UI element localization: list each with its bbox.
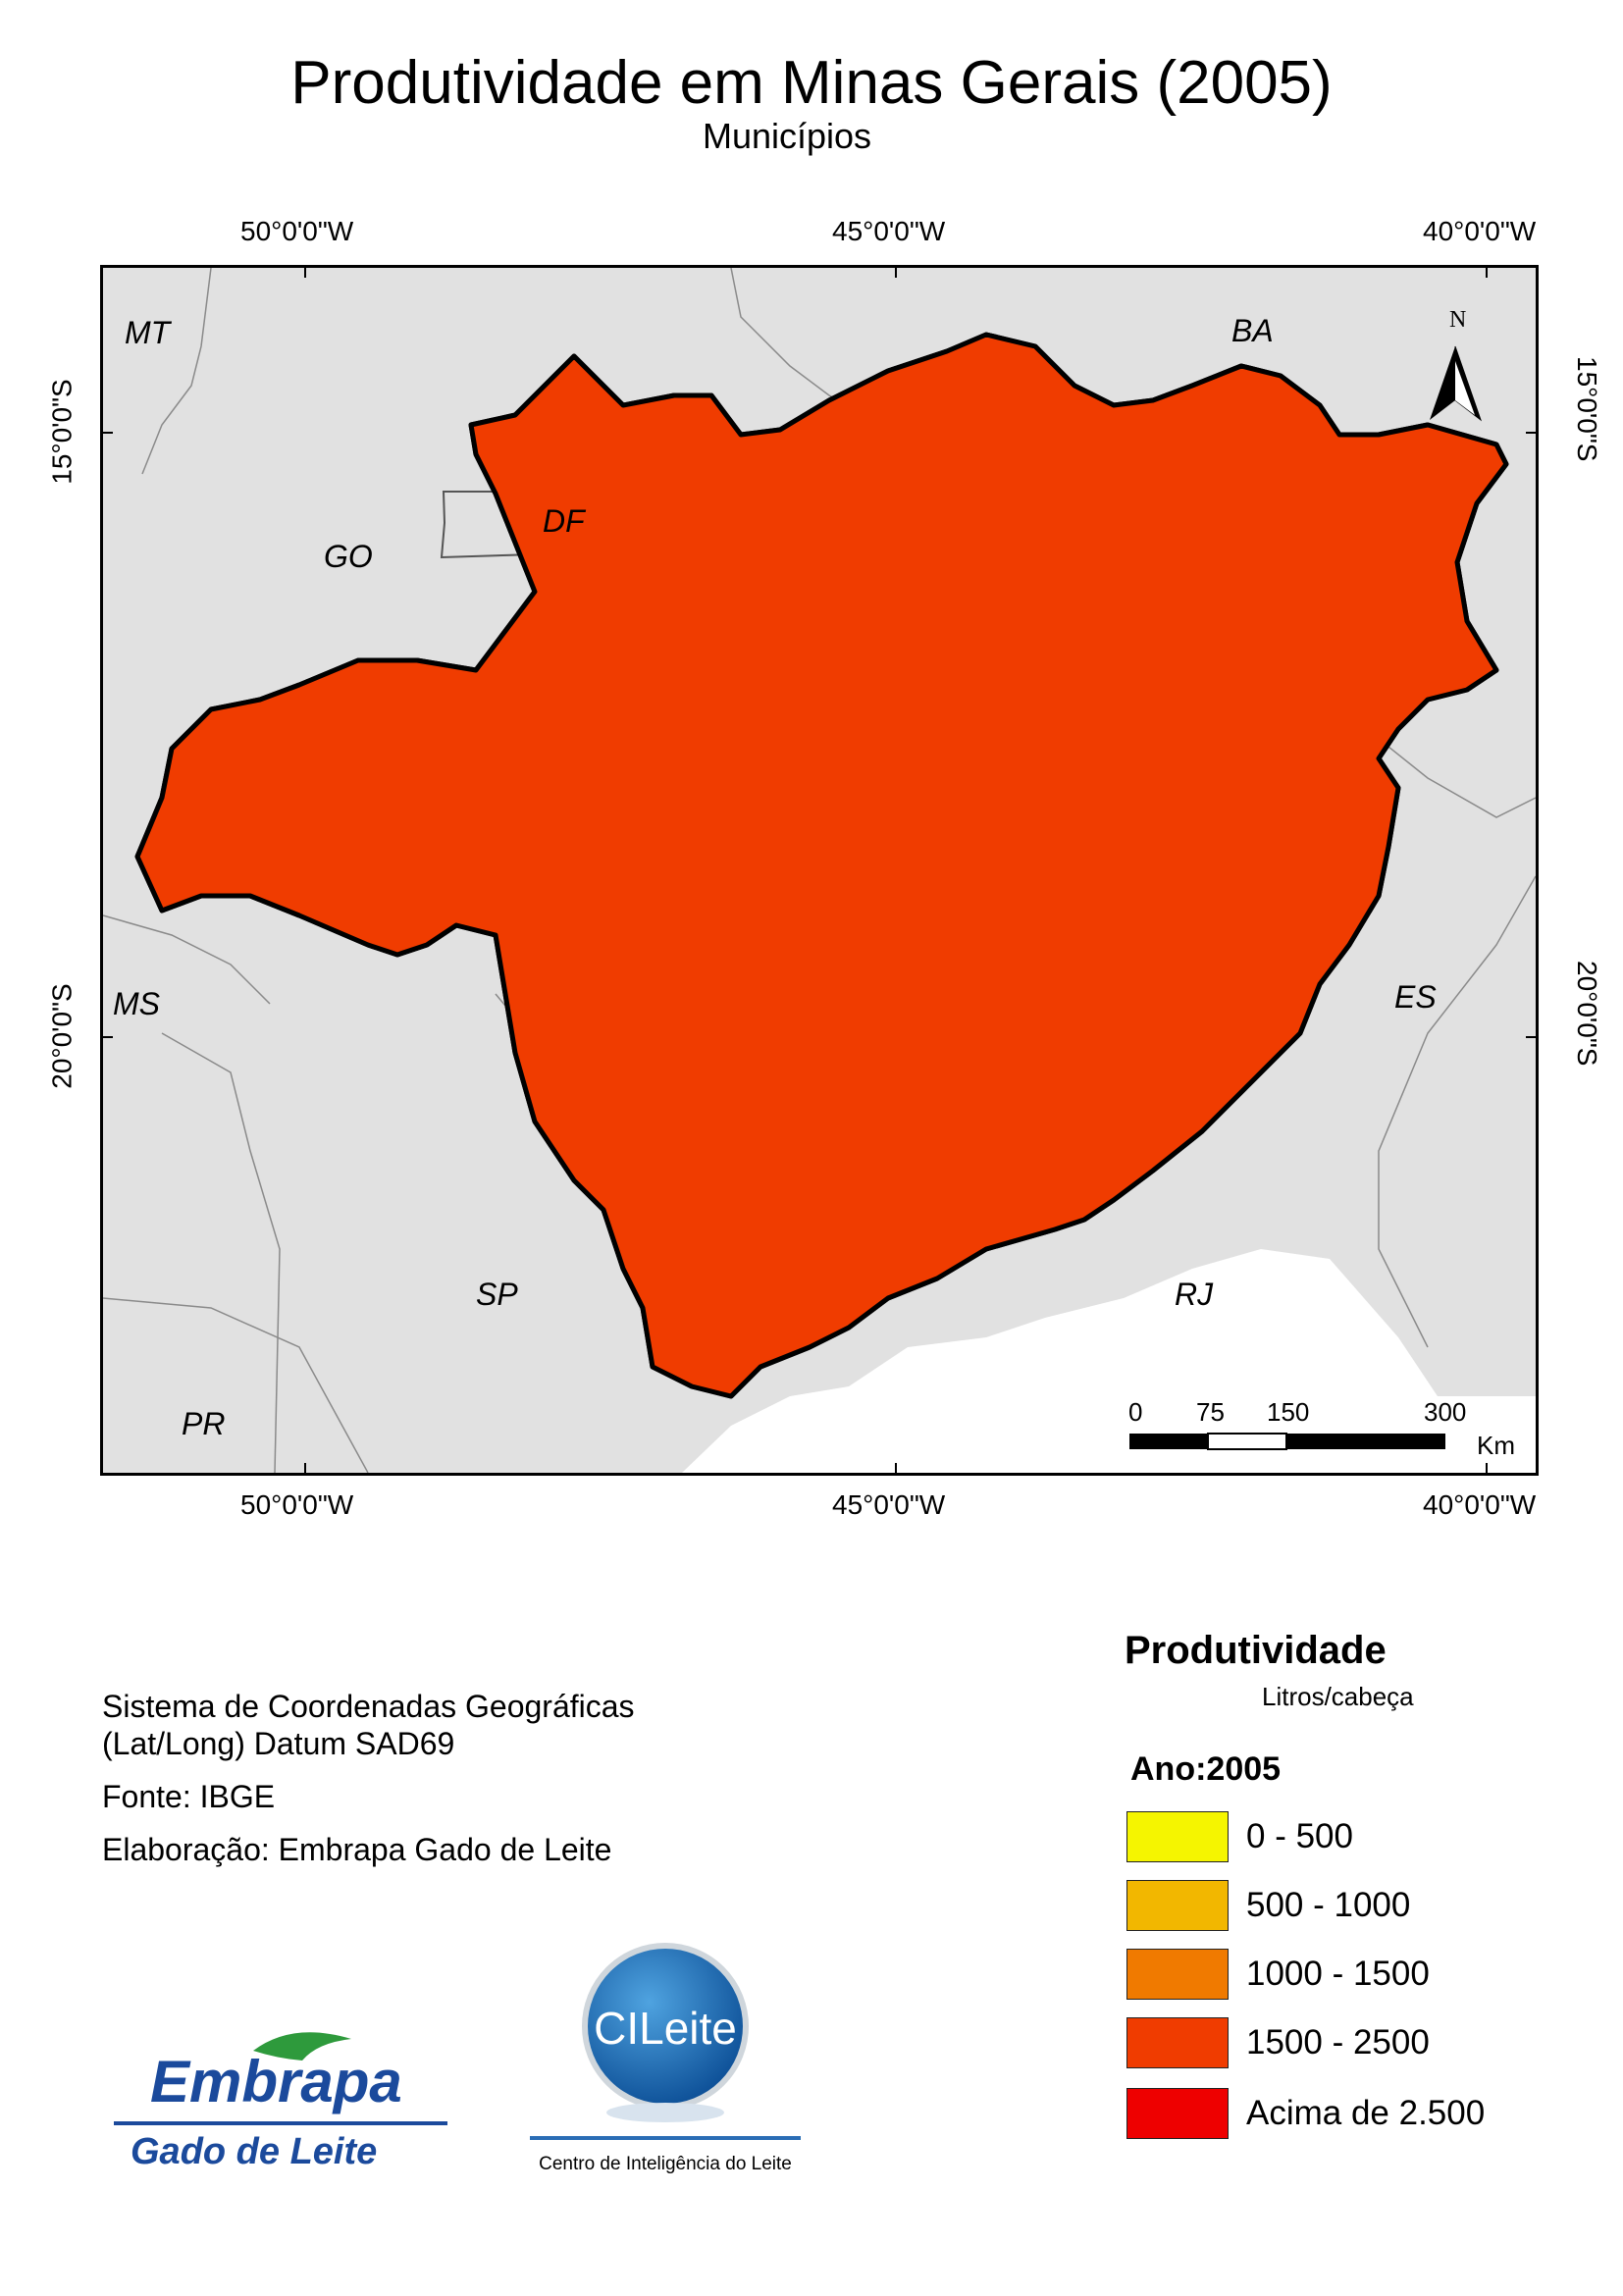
legend-year: Ano:2005 — [1130, 1750, 1282, 1788]
source-text: Fonte: IBGE — [102, 1779, 276, 1814]
state-borders — [103, 268, 1536, 1473]
leaf-icon — [253, 2032, 351, 2061]
scale-tick-300: 300 — [1424, 1397, 1466, 1427]
scale-tick-75: 75 — [1196, 1397, 1225, 1427]
crs-line-2: (Lat/Long) Datum SAD69 — [102, 1726, 455, 1761]
map-title: Produtividade em Minas Gerais (2005) — [290, 49, 1333, 117]
legend-label-3: 1500 - 2500 — [1246, 2023, 1430, 2061]
cileite-caption: Centro de Inteligência do Leite — [539, 2154, 792, 2174]
border-ms-sp — [161, 1032, 281, 1473]
legend-swatch-1 — [1126, 1880, 1229, 1931]
lat-label-right-20: 20°0'0"S — [1572, 961, 1602, 1067]
author-text: Elaboração: Embrapa Gado de Leite — [102, 1832, 612, 1867]
cileite-logo-graphic: CILeite Centro de Inteligência do Leite — [530, 1943, 801, 2174]
lon-label-top-40: 40°0'0"W — [1423, 216, 1537, 246]
embrapa-rule — [114, 2121, 447, 2125]
choropleth-map: N 0 75 150 300 Km — [103, 268, 1536, 1473]
crs-line-1: Sistema de Coordenadas Geográficas — [102, 1689, 635, 1724]
scale-tick-150: 150 — [1267, 1397, 1309, 1427]
state-label-ms: MS — [113, 986, 160, 1021]
cileite-logo: CILeite Centro de Inteligência do Leite — [530, 1938, 801, 2183]
lat-label-left-20: 20°0'0"S — [46, 983, 78, 1089]
lon-label-bottom-40: 40°0'0"W — [1423, 1489, 1537, 1520]
scale-tick-0: 0 — [1128, 1397, 1142, 1427]
sea — [682, 1249, 1536, 1473]
lon-label-bottom-45: 45°0'0"W — [832, 1489, 946, 1520]
lat-label-left-15: 15°0'0"S — [46, 379, 78, 485]
state-label-pr: PR — [182, 1406, 226, 1441]
scale-unit: Km — [1477, 1431, 1515, 1460]
lon-label-bottom-50: 50°0'0"W — [240, 1489, 354, 1520]
border-pr — [103, 1297, 369, 1473]
embrapa-wordmark: Embrapa — [150, 2049, 402, 2114]
legend-title: Produtividade — [1125, 1629, 1387, 1672]
lon-label-top-50: 50°0'0"W — [240, 216, 354, 246]
map-subtitle: Municípios — [702, 116, 872, 156]
map-frame: N 0 75 150 300 Km MT BA GO DF MS ES SP R… — [100, 265, 1539, 1476]
legend-swatch-3 — [1126, 2017, 1229, 2068]
state-label-rj: RJ — [1175, 1277, 1214, 1312]
minas-gerais-outline — [137, 335, 1506, 1396]
lon-label-top-45: 45°0'0"W — [832, 216, 946, 246]
legend-label-4: Acima de 2.500 — [1246, 2094, 1486, 2132]
cileite-wordmark: CILeite — [594, 2003, 737, 2054]
legend-swatch-0 — [1126, 1811, 1229, 1862]
embrapa-logo-graphic: Embrapa Gado de Leite — [114, 2032, 447, 2172]
graticule-ticks — [103, 268, 1536, 1473]
border-ba-es — [1378, 738, 1536, 818]
lat-label-right-15: 15°0'0"S — [1572, 356, 1602, 462]
state-label-go: GO — [324, 539, 373, 574]
border-mt-go — [141, 268, 212, 475]
border-es-rj — [1378, 875, 1536, 1348]
state-label-mt: MT — [125, 315, 171, 350]
north-arrow-icon — [1430, 345, 1483, 422]
legend-swatch-4 — [1126, 2088, 1229, 2139]
state-label-df: DF — [543, 503, 585, 539]
legend-unit: Litros/cabeça — [1262, 1682, 1414, 1711]
scale-bar — [1129, 1433, 1445, 1450]
state-label-es: ES — [1394, 979, 1437, 1015]
north-arrow-label: N — [1449, 307, 1466, 333]
embrapa-unit: Gado de Leite — [131, 2131, 377, 2172]
legend-label-2: 1000 - 1500 — [1246, 1955, 1430, 1993]
legend-label-1: 500 - 1000 — [1246, 1886, 1411, 1924]
cileite-shadow — [606, 2103, 724, 2122]
state-label-sp: SP — [476, 1277, 518, 1312]
legend-swatch-2 — [1126, 1949, 1229, 2000]
cileite-rule — [530, 2136, 801, 2140]
embrapa-logo: Embrapa Gado de Leite — [106, 2021, 459, 2178]
border-ms-go — [103, 914, 271, 1005]
legend-label-0: 0 - 500 — [1246, 1817, 1353, 1855]
state-label-ba: BA — [1231, 313, 1274, 348]
